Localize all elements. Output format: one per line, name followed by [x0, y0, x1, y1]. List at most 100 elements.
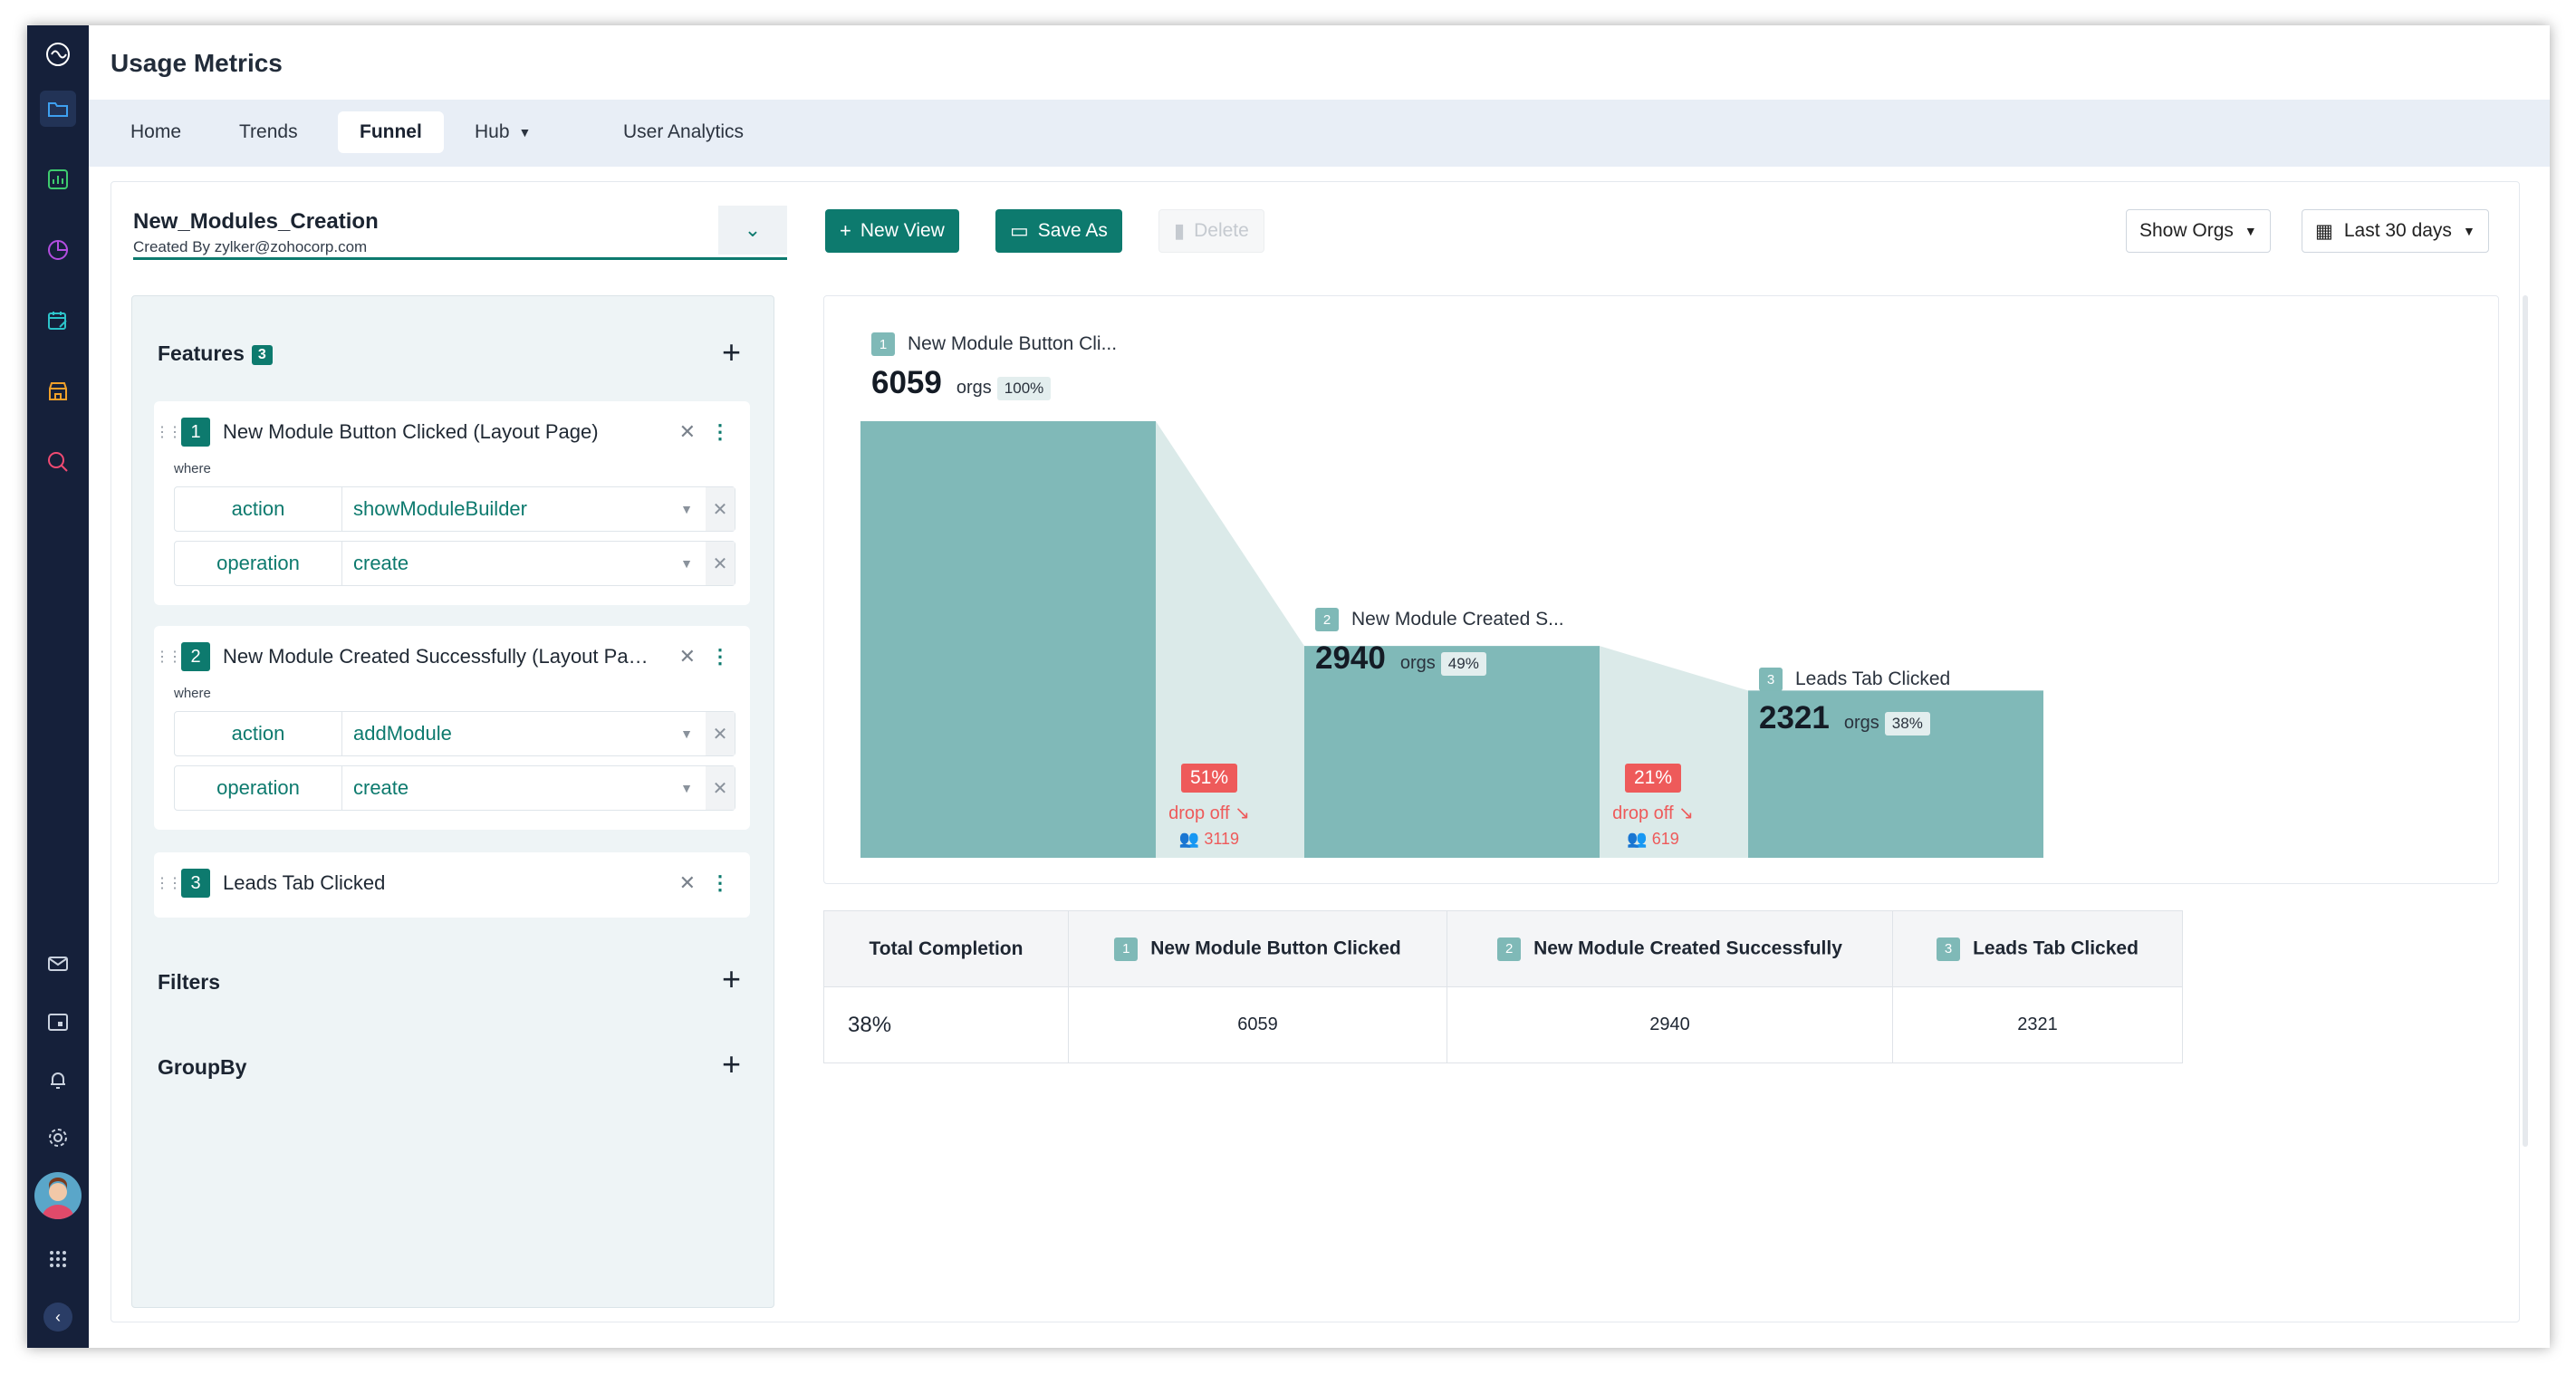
chevron-down-icon: ▼: [680, 726, 693, 741]
drop-count-value: 619: [1651, 830, 1679, 848]
tab-trends[interactable]: Trends: [217, 111, 320, 153]
delete-button[interactable]: ▮ Delete: [1158, 209, 1264, 253]
add-groupby-button[interactable]: +: [721, 1045, 741, 1082]
user-avatar[interactable]: [34, 1172, 82, 1219]
drop-off-indicator: 51% drop off ↘ 👥 3119: [1150, 764, 1268, 849]
table-header: 2 New Module Created Successfully: [1447, 910, 1893, 987]
report-chart-icon[interactable]: [40, 161, 76, 197]
table-header: Total Completion: [823, 910, 1069, 987]
calendar-icon[interactable]: [40, 1004, 76, 1040]
feature-header: ⋮⋮ 2 New Module Created Successfully (La…: [154, 640, 750, 673]
features-title-text: Features: [158, 341, 245, 365]
stage-number: 2: [1497, 937, 1522, 961]
view-selector[interactable]: New_Modules_Creation Created By zylker@z…: [133, 204, 787, 260]
drop-off-text: drop off ↘: [1150, 802, 1268, 824]
feature-card: ⋮⋮ 1 New Module Button Clicked (Layout P…: [154, 401, 750, 605]
bell-icon[interactable]: [40, 1062, 76, 1098]
app-logo-icon[interactable]: [40, 36, 76, 72]
table-header: 1 New Module Button Clicked: [1068, 910, 1447, 987]
table-cell: 2940: [1447, 986, 1893, 1063]
more-options-icon[interactable]: ⋮: [710, 871, 730, 894]
stage-count: 6059: [871, 365, 942, 400]
search-analytics-icon[interactable]: [40, 444, 76, 480]
remove-condition-icon[interactable]: ✕: [706, 487, 735, 531]
drop-count: 👥 3119: [1150, 830, 1268, 849]
show-orgs-select[interactable]: Show Orgs ▼: [2126, 209, 2271, 253]
app-window: ‹ Usage Metrics Home Trends Funnel Hub ▼ …: [27, 25, 2550, 1348]
plus-icon: +: [840, 219, 851, 242]
tab-funnel[interactable]: Funnel: [338, 111, 444, 153]
condition-value-select[interactable]: create ▼: [342, 542, 706, 585]
tab-label: Home: [130, 121, 182, 142]
stage-label: 2 New Module Created S...: [1315, 608, 1564, 631]
header-text: Leads Tab Clicked: [1973, 938, 2139, 959]
remove-feature-icon[interactable]: ✕: [678, 645, 696, 668]
remove-feature-icon[interactable]: ✕: [678, 420, 696, 443]
settings-gear-icon[interactable]: [40, 1120, 76, 1156]
condition-value-select[interactable]: addModule ▼: [342, 712, 706, 755]
drop-count: 👥 619: [1594, 830, 1712, 849]
store-icon[interactable]: [40, 373, 76, 409]
stage-number: 1: [1114, 937, 1139, 961]
tab-user-analytics[interactable]: User Analytics: [601, 111, 765, 153]
more-options-icon[interactable]: ⋮: [710, 420, 730, 443]
tab-hub[interactable]: Hub ▼: [453, 111, 553, 153]
groupby-title: GroupBy: [158, 1055, 247, 1079]
remove-condition-icon[interactable]: ✕: [706, 766, 735, 810]
save-as-button[interactable]: ▭ Save As: [995, 209, 1122, 253]
pie-chart-icon[interactable]: [40, 232, 76, 268]
drag-handle-icon[interactable]: ⋮⋮: [155, 649, 182, 665]
folder-icon[interactable]: [40, 91, 76, 127]
users-icon: 👥: [1178, 830, 1200, 848]
feature-header: ⋮⋮ 1 New Module Button Clicked (Layout P…: [154, 416, 750, 448]
drop-off-text: drop off ↘: [1594, 802, 1712, 824]
view-name: New_Modules_Creation: [133, 209, 379, 234]
drag-handle-icon[interactable]: ⋮⋮: [155, 876, 182, 891]
table-header-row: Total Completion 1 New Module Button Clic…: [823, 910, 2183, 987]
feature-card: ⋮⋮ 2 New Module Created Successfully (La…: [154, 626, 750, 830]
vertical-scrollbar[interactable]: [2523, 295, 2528, 1147]
date-range-select[interactable]: ▦ Last 30 days ▼: [2302, 209, 2489, 253]
funnel-chart: 1 New Module Button Cli... 6059 orgs 100% 2…: [823, 295, 2499, 884]
new-view-button[interactable]: + New View: [825, 209, 959, 253]
drop-percent: 51%: [1180, 764, 1238, 793]
trend-down-icon: ↘: [1678, 803, 1694, 823]
remove-feature-icon[interactable]: ✕: [678, 871, 696, 894]
view-dropdown-chevron-icon[interactable]: ⌄: [718, 206, 787, 255]
funnel-bar[interactable]: [860, 421, 1156, 858]
drop-label: drop off: [1612, 803, 1674, 823]
remove-condition-icon[interactable]: ✕: [706, 712, 735, 755]
add-filter-button[interactable]: +: [721, 960, 741, 997]
funnel-connector: [1156, 421, 1304, 858]
feature-number: 1: [181, 418, 210, 447]
chevron-down-icon: ▼: [680, 502, 693, 516]
stage-label: 1 New Module Button Cli...: [871, 332, 1117, 356]
apps-grid-icon[interactable]: [40, 1241, 76, 1277]
orgs-label: orgs: [956, 378, 992, 398]
more-options-icon[interactable]: ⋮: [710, 645, 730, 668]
condition-value: showModuleBuilder: [353, 497, 527, 520]
condition-value-select[interactable]: showModuleBuilder ▼: [342, 487, 706, 531]
mail-icon[interactable]: [40, 946, 76, 982]
feature-name: New Module Created Successfully (Layout …: [223, 645, 649, 668]
trend-down-icon: ↘: [1235, 803, 1250, 823]
calendar-edit-icon[interactable]: [40, 303, 76, 339]
table-cell: 2321: [1892, 986, 2183, 1063]
collapse-sidebar-icon[interactable]: ‹: [43, 1303, 72, 1332]
tab-home[interactable]: Home: [109, 111, 203, 153]
table-header: 3 Leads Tab Clicked: [1892, 910, 2183, 987]
condition-value-select[interactable]: create ▼: [342, 766, 706, 810]
condition-value: create: [353, 552, 409, 574]
add-feature-button[interactable]: +: [721, 333, 741, 370]
chevron-down-icon: ▼: [680, 556, 693, 571]
table-row: 38% 6059 2940 2321: [823, 986, 2183, 1063]
tab-label: User Analytics: [623, 121, 745, 142]
funnel-bar[interactable]: [1304, 646, 1600, 858]
remove-condition-icon[interactable]: ✕: [706, 542, 735, 585]
drag-handle-icon[interactable]: ⋮⋮: [155, 425, 182, 440]
delete-label: Delete: [1194, 220, 1249, 241]
stage-percent: 38%: [1884, 712, 1930, 736]
page-title: Usage Metrics: [111, 49, 283, 77]
funnel-workarea: New_Modules_Creation Created By zylker@z…: [111, 181, 2528, 1322]
feature-number: 2: [181, 642, 210, 671]
